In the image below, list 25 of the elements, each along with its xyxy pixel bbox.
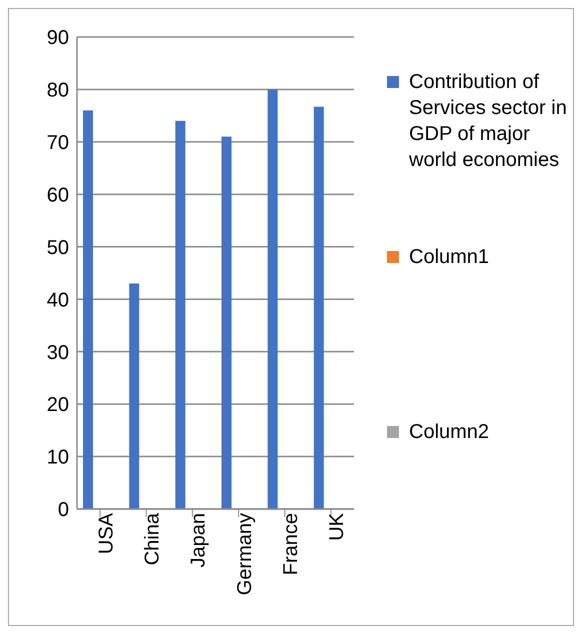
x-tick-label: USA <box>95 512 118 554</box>
bar <box>83 110 93 509</box>
x-tick-label: China <box>141 512 164 566</box>
legend-label: Column2 <box>409 420 490 445</box>
bar <box>129 283 140 509</box>
y-tick-label: 50 <box>46 236 69 259</box>
x-tick-label: Germany <box>234 513 256 596</box>
y-tick-label: 40 <box>46 289 69 312</box>
bar <box>314 106 324 509</box>
y-tick-label: 80 <box>46 80 69 102</box>
bar <box>268 89 278 509</box>
y-tick-label: 30 <box>46 342 69 364</box>
bar <box>222 136 232 509</box>
x-tick-label: France <box>280 513 302 576</box>
y-tick-label: 60 <box>46 184 69 206</box>
y-tick-label: 0 <box>58 499 69 522</box>
y-tick-label: 10 <box>46 446 69 469</box>
legend-label: Column1 <box>409 245 490 270</box>
x-tick-label: UK <box>326 512 348 541</box>
y-tick-label: 90 <box>46 27 69 50</box>
legend-label: Contribution of Services sector in GDP of major world economies <box>409 70 567 173</box>
x-tick-label: Japan <box>188 513 210 568</box>
y-tick-label: 70 <box>46 132 69 154</box>
y-tick-label: 20 <box>46 394 69 416</box>
bar <box>175 120 186 509</box>
